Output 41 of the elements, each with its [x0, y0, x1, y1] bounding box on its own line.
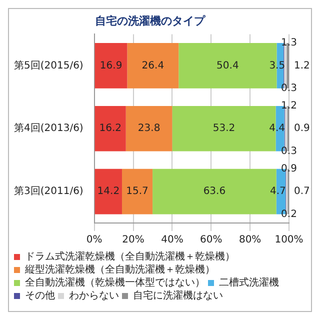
data-label: 14.2	[97, 186, 120, 198]
bar	[126, 106, 172, 152]
data-label: 16.2	[99, 123, 122, 134]
data-label: 0.9	[294, 123, 310, 134]
chart-title: 自宅の洗濯機のタイプ	[95, 14, 206, 28]
data-label: 26.4	[142, 60, 164, 72]
bar	[94, 168, 122, 214]
legend-label: ドラム式洗濯乾燥機（全自動洗濯機＋乾燥機）	[25, 250, 235, 263]
y-tick-label: 第4回(2013/6)	[14, 122, 84, 134]
x-tick-label: 100%	[274, 234, 304, 246]
x-tick-label: 0%	[86, 234, 102, 246]
data-label: 1.3	[281, 38, 297, 49]
legend-label: 自宅に洗濯機はない	[133, 290, 223, 302]
data-label: 63.6	[203, 186, 226, 198]
x-tick-label: 60%	[200, 234, 222, 246]
data-label: 53.2	[212, 123, 236, 134]
data-label: 50.4	[216, 60, 239, 72]
bar	[94, 43, 128, 88]
x-tick-label: 20%	[122, 234, 144, 246]
y-tick-label: 第5回(2015/6)	[14, 59, 84, 72]
x-tick-label: 40%	[161, 234, 184, 246]
legend-label: 全自動洗濯機（乾燥機一体型ではない）	[25, 276, 205, 289]
data-label: 23.8	[138, 123, 160, 134]
bar	[122, 168, 153, 214]
data-label: 0.9	[281, 163, 297, 174]
data-label: 0.3	[281, 82, 297, 94]
data-label: 0.2	[281, 208, 297, 220]
data-label: 1.2	[294, 60, 310, 72]
bar	[94, 106, 126, 152]
data-label: 0.3	[281, 146, 297, 157]
legend-label: その他	[25, 290, 55, 302]
bar	[127, 43, 179, 88]
data-label: 1.2	[281, 100, 297, 112]
legend-label: わからない	[69, 290, 119, 302]
data-label: 16.9	[100, 60, 122, 72]
legend-label: 縦型洗濯乾燥機（全自動洗濯機＋乾燥機）	[24, 264, 215, 276]
y-tick-label: 第3回(2011/6)	[14, 185, 84, 198]
x-tick-label: 80%	[238, 234, 262, 246]
legend-label: 二槽式洗濯機	[219, 276, 279, 289]
data-label: 15.7	[126, 186, 148, 198]
data-label: 0.7	[294, 186, 310, 198]
